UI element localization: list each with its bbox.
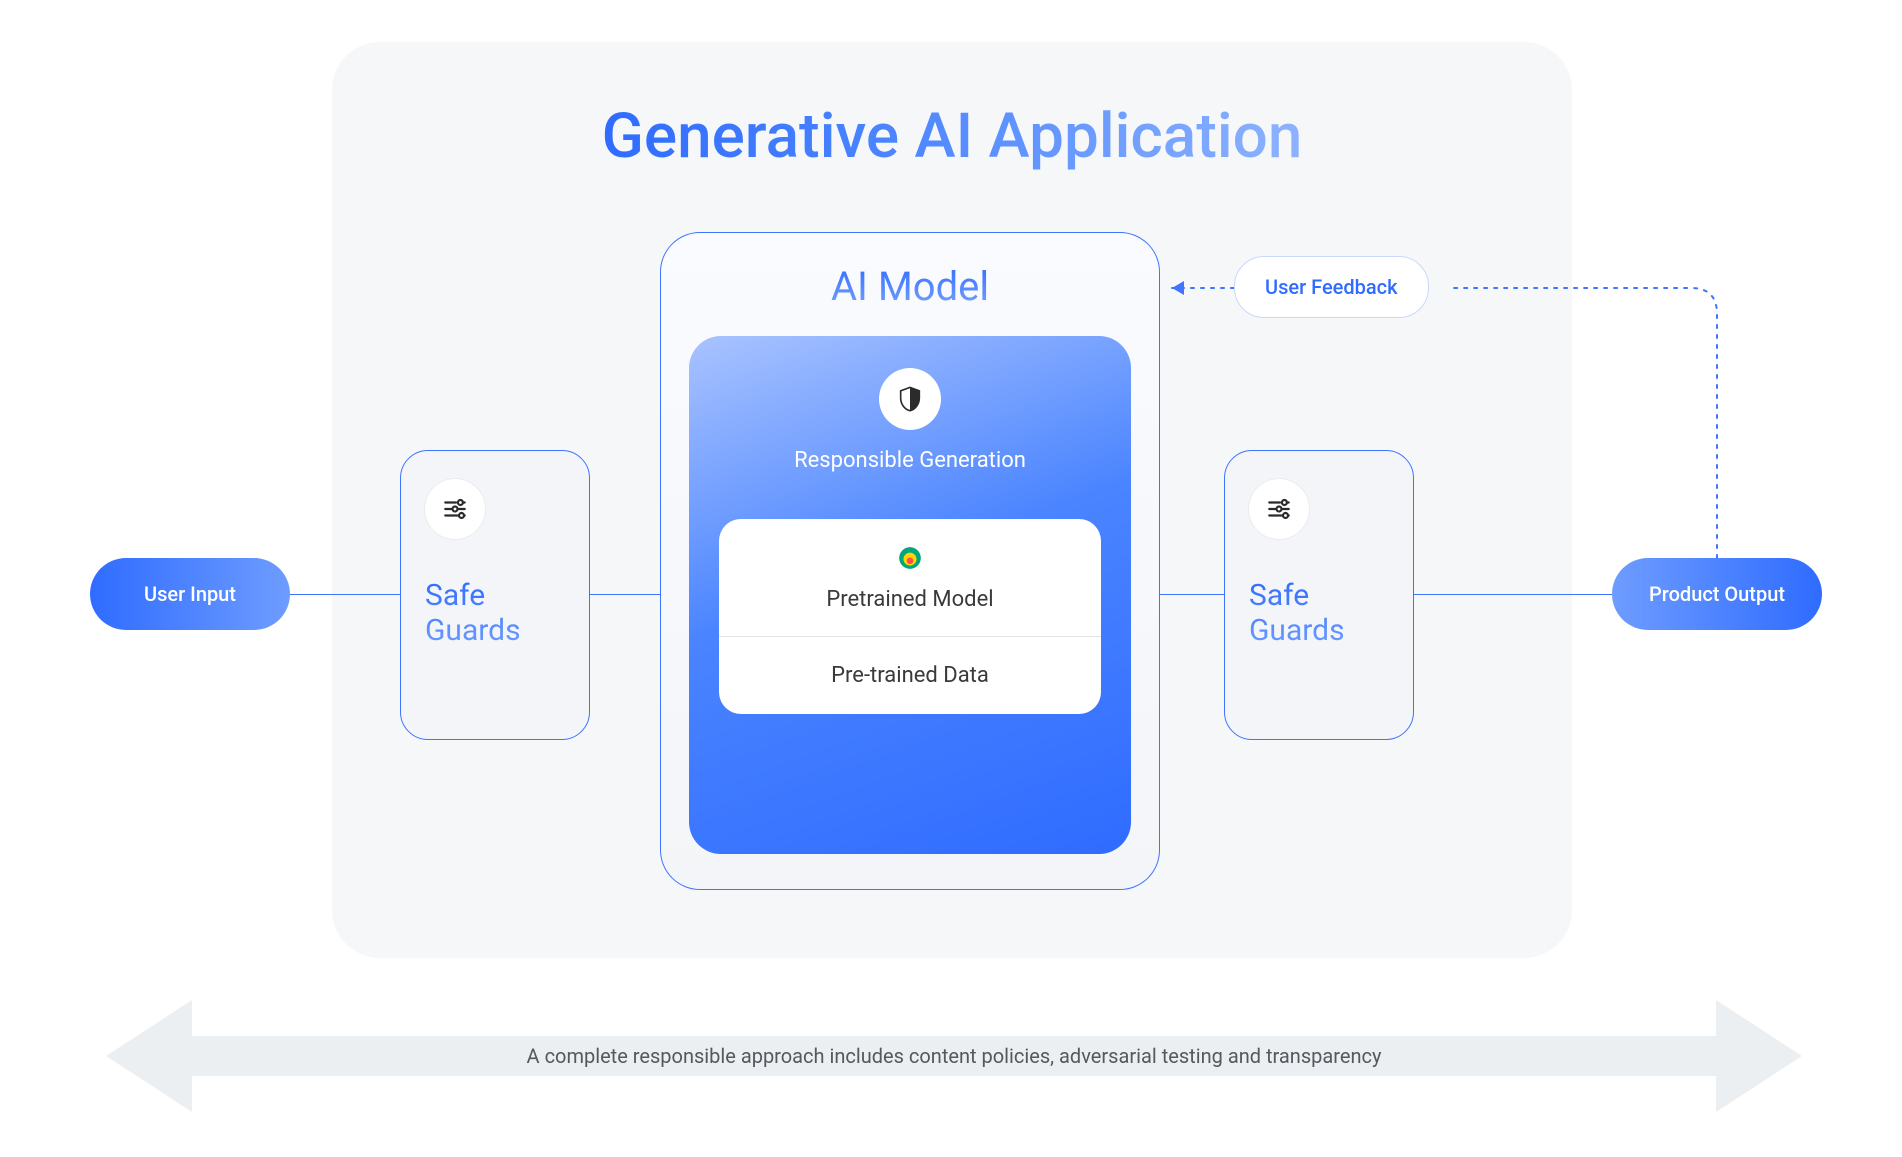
edge-safeguards-to-output (1414, 594, 1612, 595)
user-input-label: User Input (144, 582, 236, 606)
tune-icon (425, 479, 485, 539)
pretrained-data-label: Pre-trained Data (719, 637, 1101, 714)
pretrained-model-row: Pretrained Model (719, 519, 1101, 637)
user-feedback-node: User Feedback (1234, 256, 1429, 318)
safeguards-left-label: SafeGuards (425, 579, 565, 648)
product-output-node: Product Output (1612, 558, 1822, 630)
safeguards-right-label: SafeGuards (1249, 579, 1389, 648)
footer-caption: A complete responsible approach includes… (527, 1044, 1382, 1068)
user-input-node: User Input (90, 558, 290, 630)
pretrained-model-label: Pretrained Model (719, 587, 1101, 612)
model-logo-icon (897, 545, 923, 577)
ai-model-title: AI Model (689, 263, 1131, 310)
app-title: Generative AI Application (602, 100, 1303, 173)
edge-model-to-safeguards (1160, 594, 1224, 595)
edge-safeguards-to-model (590, 594, 660, 595)
ai-model-inner: Responsible Generation Pretrained Model … (689, 336, 1131, 854)
shield-icon (879, 368, 941, 430)
pretrained-card: Pretrained Model Pre-trained Data (719, 519, 1101, 714)
user-feedback-label: User Feedback (1265, 275, 1398, 299)
responsible-generation-label: Responsible Generation (719, 448, 1101, 473)
tune-icon (1249, 479, 1309, 539)
product-output-label: Product Output (1649, 582, 1785, 606)
ai-model-node: AI Model Responsible Generation (660, 232, 1160, 890)
edge-input-to-safeguards (290, 594, 400, 595)
safeguards-left-node: SafeGuards (400, 450, 590, 740)
footer-arrow-bar: A complete responsible approach includes… (106, 996, 1802, 1116)
diagram-canvas: Generative AI Application User Input (0, 0, 1902, 1157)
safeguards-right-node: SafeGuards (1224, 450, 1414, 740)
